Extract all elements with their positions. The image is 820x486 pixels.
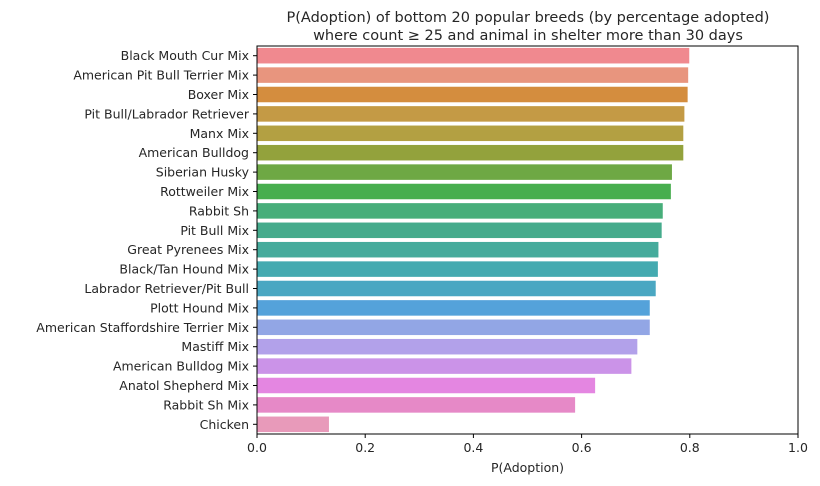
x-tick-label: 0.0	[247, 440, 267, 455]
bar	[257, 144, 684, 161]
y-tick-label: Pit Bull/Labrador Retriever	[84, 106, 249, 121]
y-tick-label: Chicken	[200, 417, 249, 432]
bar	[257, 261, 658, 277]
bar	[257, 241, 659, 258]
bar	[257, 222, 662, 239]
x-tick-label: 0.4	[463, 440, 483, 455]
bar	[257, 280, 656, 297]
x-tick-label: 0.2	[355, 440, 375, 455]
x-tick-label: 1.0	[788, 440, 808, 455]
x-axis-label: P(Adoption)	[491, 460, 564, 475]
y-tick-label: Rabbit Sh Mix	[163, 397, 249, 412]
bar	[257, 47, 690, 64]
y-tick-label: Rottweiler Mix	[160, 184, 249, 199]
bar	[257, 67, 689, 83]
y-tick-label: Pit Bull Mix	[180, 223, 249, 238]
bar	[257, 203, 663, 219]
bar	[257, 164, 672, 180]
plot-area-frame	[256, 45, 799, 435]
bar	[257, 358, 632, 374]
y-tick-label: Mastiff Mix	[181, 339, 249, 354]
y-tick-label: Manx Mix	[190, 126, 249, 141]
y-tick-label: Anatol Shepherd Mix	[119, 378, 249, 393]
bar	[257, 416, 329, 433]
y-tick-label: American Pit Bull Terrier Mix	[73, 68, 249, 83]
bar	[257, 300, 650, 316]
y-tick-label: Rabbit Sh	[189, 203, 249, 218]
bar	[257, 86, 688, 103]
chart-title-line-1: P(Adoption) of bottom 20 popular breeds …	[287, 10, 770, 26]
y-tick-label: Plott Hound Mix	[150, 300, 249, 315]
bar	[257, 125, 684, 142]
y-tick-label: Labrador Retriever/Pit Bull	[84, 281, 249, 296]
bar	[257, 319, 650, 336]
y-tick-label: American Bulldog	[139, 145, 249, 160]
y-tick-label: Black Mouth Cur Mix	[121, 48, 249, 63]
bar	[257, 397, 576, 413]
y-tick-label: Black/Tan Hound Mix	[119, 262, 249, 277]
y-tick-label: Siberian Husky	[156, 165, 250, 180]
chart-title-line-2: where count ≥ 25 and animal in shelter m…	[313, 28, 743, 44]
y-tick-label: Great Pyrenees Mix	[127, 242, 249, 257]
y-tick-label: American Bulldog Mix	[113, 359, 249, 374]
y-tick-label: Boxer Mix	[188, 87, 249, 102]
bars-group	[257, 47, 690, 433]
x-tick-label: 0.8	[680, 440, 700, 455]
y-tick-labels: Black Mouth Cur Mix American Pit Bull Ter…	[36, 48, 257, 432]
bar	[257, 377, 596, 394]
y-tick-label: American Staffordshire Terrier Mix	[36, 320, 249, 335]
bar	[257, 106, 685, 122]
x-ticks: 0.0 0.2 0.4 0.6 0.8 1.0	[247, 434, 808, 455]
bar	[257, 338, 638, 355]
x-tick-label: 0.6	[572, 440, 592, 455]
bar	[257, 183, 671, 200]
